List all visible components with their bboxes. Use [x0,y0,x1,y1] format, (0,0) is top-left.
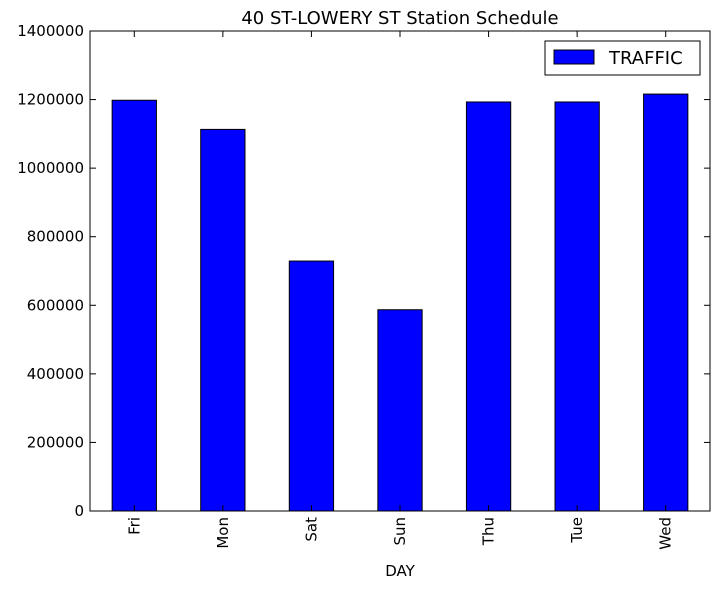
bar-wed [643,93,689,512]
legend: TRAFFIC [544,40,701,76]
x-tick-label-thu: Thu [480,517,498,546]
y-tick-label: 400000 [27,365,84,383]
x-tick-label-sat: Sat [302,517,320,542]
x-axis-label: DAY [385,562,415,580]
bar-sun [377,309,423,512]
y-tick-label: 0 [74,502,84,520]
x-tick-label-sun: Sun [391,517,409,546]
bar-fri [111,99,157,512]
legend-label-traffic: TRAFFIC [608,48,683,69]
y-tick-label: 600000 [27,296,84,314]
bar-mon [200,128,246,512]
x-tick-label-fri: Fri [125,517,143,535]
y-tick-label: 200000 [27,433,84,451]
legend-swatch-traffic [553,49,595,65]
bar-tue [554,101,600,512]
bar-thu [465,101,512,512]
y-tick-label: 800000 [27,228,84,246]
x-tick-label-wed: Wed [657,517,675,550]
x-tick-label-mon: Mon [214,517,232,549]
x-tick-label-tue: Tue [568,517,586,544]
y-tick-label: 1200000 [17,91,84,109]
y-tick-label: 1400000 [17,22,84,40]
y-tick-label: 1000000 [17,159,84,177]
chart-title: 40 ST-LOWERY ST Station Schedule [241,8,558,29]
bar-sat [288,260,335,512]
plot-area: 0 200000 400000 600000 800000 1000000 1200000 1… [17,22,711,550]
